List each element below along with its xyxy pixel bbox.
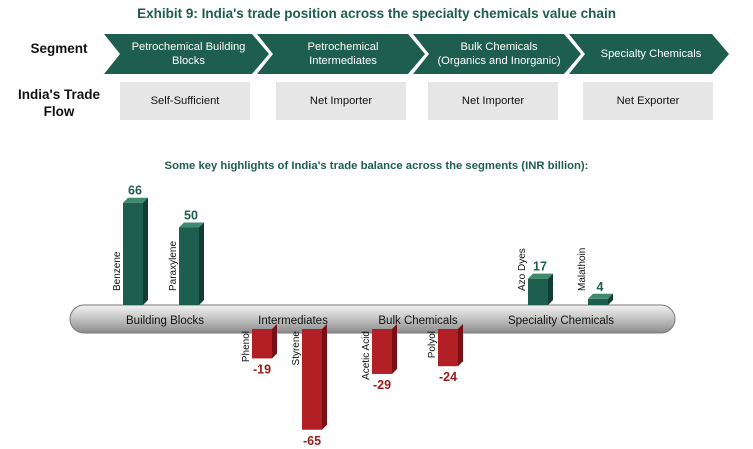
bar-front xyxy=(252,329,272,359)
category-label-polyol: Polyol xyxy=(427,331,438,358)
segment-chevron-bulk-chemicals: Bulk Chemicals (Organics and Inorganic) xyxy=(413,34,581,74)
exhibit-title: Exhibit 9: India's trade position across… xyxy=(137,6,616,21)
bar-top xyxy=(123,197,148,203)
bar-front xyxy=(438,329,458,367)
segment-label: Petrochemical Building Blocks xyxy=(131,41,246,67)
bar-malathoin: 4 Malathoin xyxy=(577,248,613,305)
value-label-styrene: -65 xyxy=(303,434,321,448)
trade-flow-specialty-chemicals: Net Exporter xyxy=(583,82,713,120)
category-label-malathoin: Malathoin xyxy=(577,248,588,291)
category-label-acetic-acid: Acetic Acid xyxy=(361,331,372,380)
bar-front xyxy=(179,227,199,305)
bar-benzene: 66 Benzene xyxy=(112,184,148,305)
segment-label: Bulk Chemicals (Organics and Inorganic) xyxy=(437,41,561,67)
bar-side xyxy=(272,324,277,359)
segment-label: Specialty Chemicals xyxy=(600,48,702,60)
trade-flow-row-label: India's Trade Flow xyxy=(18,87,100,119)
chart-title: Some key highlights of India's trade bal… xyxy=(164,160,589,172)
group-label-building-blocks: Building Blocks xyxy=(126,315,204,327)
trade-flow-label: Net Importer xyxy=(461,95,525,107)
group-label-intermediates: Intermediates xyxy=(258,315,328,327)
bar-azo-dyes: 17 Azo Dyes xyxy=(517,248,553,305)
bar-front xyxy=(302,329,322,430)
trade-flow-building-blocks: Self-Sufficient xyxy=(120,82,250,120)
trade-flow-label: Self-Sufficient xyxy=(150,95,220,107)
bar-polyol: -24 Polyol xyxy=(427,324,463,384)
value-label-malathoin: 4 xyxy=(597,280,604,294)
bar-side xyxy=(548,273,553,305)
bar-front xyxy=(123,202,143,305)
value-label-paraxylene: 50 xyxy=(184,209,198,223)
segment-row-label: Segment xyxy=(30,41,88,56)
bar-top xyxy=(179,222,204,228)
bar-front xyxy=(528,278,548,305)
bar-styrene: -65 Styrene xyxy=(291,324,327,448)
category-label-phenol: Phenol xyxy=(241,331,252,362)
bar-side xyxy=(322,324,327,430)
category-label-benzene: Benzene xyxy=(112,251,123,291)
bar-top xyxy=(528,273,553,279)
trade-flow-label: Net Exporter xyxy=(616,95,680,107)
segment-chevron-building-blocks: Petrochemical Building Blocks xyxy=(104,34,269,74)
category-label-paraxylene: Paraxylene xyxy=(168,241,179,291)
category-label-azo-dyes: Azo Dyes xyxy=(517,248,528,291)
trade-flow-label: Net Importer xyxy=(309,95,373,107)
segment-chevrons: Petrochemical Building Blocks Petrochemi… xyxy=(104,34,729,74)
category-label-styrene: Styrene xyxy=(291,331,302,366)
trade-flow-bulk-chemicals: Net Importer xyxy=(428,82,558,120)
value-label-azo-dyes: 17 xyxy=(533,260,547,274)
bar-side xyxy=(143,197,148,305)
group-label-speciality-chemicals: Speciality Chemicals xyxy=(508,315,614,327)
value-label-polyol: -24 xyxy=(439,370,457,384)
value-label-phenol: -19 xyxy=(253,362,271,376)
bar-side xyxy=(608,293,613,305)
group-label-bulk-chemicals: Bulk Chemicals xyxy=(378,315,457,327)
bar-side xyxy=(392,324,397,374)
trade-flow-intermediates: Net Importer xyxy=(276,82,406,120)
bar-top xyxy=(588,293,613,299)
bar-front xyxy=(588,298,608,305)
bar-paraxylene: 50 Paraxylene xyxy=(168,209,204,305)
segment-chevron-intermediates: Petrochemical Intermediates xyxy=(257,34,425,74)
bar-front xyxy=(372,329,392,374)
segment-label: Petrochemical Intermediates xyxy=(307,41,379,67)
value-label-benzene: 66 xyxy=(128,184,142,198)
segment-chevron-specialty-chemicals: Specialty Chemicals xyxy=(569,34,729,74)
bar-side xyxy=(199,222,204,305)
value-label-acetic-acid: -29 xyxy=(373,378,391,392)
bar-side xyxy=(458,324,463,367)
